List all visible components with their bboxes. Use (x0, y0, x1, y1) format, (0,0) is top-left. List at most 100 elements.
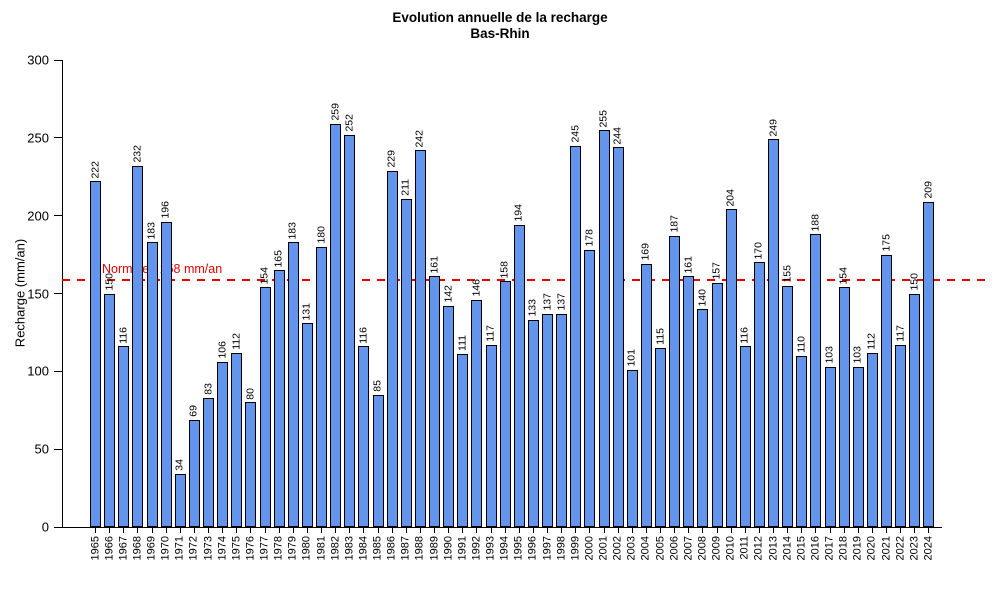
bar (217, 362, 229, 527)
bar-value-label: 116 (117, 326, 130, 344)
bar-column: 158 1994 (499, 60, 511, 560)
bar-column: 133 1996 (527, 60, 539, 560)
bar-value-label: 85 (371, 380, 384, 392)
x-tick (617, 527, 619, 533)
chart-title: Evolution annuelle de la recharge Bas-Rh… (0, 10, 1000, 42)
x-tick-label: 2002 (611, 536, 624, 561)
x-tick (575, 527, 577, 533)
bar (344, 134, 356, 527)
bar-column: 80 1976 (244, 60, 257, 560)
x-tick-label: 1970 (159, 536, 172, 561)
bar (273, 270, 285, 527)
bar (570, 145, 582, 527)
bar-value-label: 211 (399, 178, 412, 196)
x-tick (857, 527, 859, 533)
x-tick (462, 527, 464, 533)
bar (174, 474, 186, 527)
bar-value-label: 187 (668, 215, 681, 233)
bar-value-label: 252 (343, 114, 356, 132)
bar-column: 155 2014 (781, 60, 794, 560)
x-tick-label: 1977 (258, 536, 271, 561)
x-tick-label: 1993 (484, 536, 497, 561)
bar-column: 154 2018 (838, 60, 850, 560)
bar-column: 112 1975 (230, 60, 243, 560)
bar (683, 276, 695, 527)
bar-value-label: 34 (173, 459, 186, 472)
y-tick-label: 250 (27, 130, 49, 146)
bar (655, 347, 666, 527)
x-tick (476, 527, 478, 533)
bar-column: 188 2016 (809, 60, 822, 560)
bar-value-label: 188 (809, 213, 822, 232)
x-tick (603, 527, 605, 533)
bar-value-label: 194 (512, 204, 525, 223)
bar-column: 180 1981 (315, 60, 327, 560)
bar-value-label: 178 (583, 229, 596, 247)
x-tick-label: 1972 (187, 536, 200, 561)
x-tick (236, 527, 238, 533)
y-tick (54, 370, 62, 372)
x-tick-label: 1987 (399, 536, 412, 561)
bar-value-label: 175 (880, 234, 892, 252)
y-tick-label: 300 (27, 52, 49, 68)
bar-value-label: 245 (569, 125, 582, 143)
x-tick (349, 527, 351, 533)
y-axis-line (62, 60, 63, 527)
y-tick (54, 526, 62, 528)
x-tick (363, 527, 365, 533)
x-tick (292, 527, 294, 533)
bar-column: 204 2010 (725, 60, 737, 560)
bar (160, 221, 172, 527)
bar (443, 305, 455, 527)
bar (330, 123, 342, 527)
x-tick (829, 527, 831, 533)
bar-column: 183 1969 (146, 60, 158, 560)
bar-column: 244 2002 (612, 60, 624, 560)
bar (429, 276, 440, 527)
bar (118, 346, 130, 527)
bar-value-label: 255 (597, 109, 610, 128)
bar (838, 287, 850, 527)
y-tick (54, 137, 62, 139)
x-tick (589, 527, 591, 533)
x-tick-label: 1982 (329, 536, 342, 561)
bar-column: 137 1997 (541, 60, 553, 560)
bar (499, 281, 511, 527)
bar-value-label: 110 (795, 336, 808, 353)
bar-value-label: 259 (329, 103, 342, 121)
bar (881, 254, 892, 527)
x-tick (179, 527, 181, 533)
x-tick-label: 1974 (216, 536, 229, 561)
x-tick-label: 2013 (767, 536, 779, 561)
x-tick-label: 1966 (103, 536, 116, 561)
x-tick-label: 1975 (230, 536, 243, 561)
x-tick-label: 1995 (512, 536, 525, 561)
bar-value-label: 69 (187, 404, 200, 417)
y-tick-label: 0 (41, 519, 49, 535)
bar-value-label: 154 (258, 266, 271, 285)
bar-column: 252 1983 (343, 60, 356, 560)
bar (188, 419, 200, 527)
x-tick (193, 527, 195, 533)
x-tick (321, 527, 322, 533)
x-tick-label: 1984 (357, 536, 370, 561)
bar-column: 194 1995 (512, 60, 525, 560)
x-tick-label: 1999 (569, 536, 582, 561)
bar-column: 229 1986 (386, 60, 398, 560)
bar-column: 103 2017 (824, 60, 836, 560)
bar-column: 169 2004 (639, 60, 652, 560)
x-tick (377, 527, 379, 533)
bars-container: 222 1965 150 1966 116 1967 232 1968 183 1969 196 19… (89, 60, 935, 560)
bar (669, 235, 681, 527)
x-tick (518, 527, 520, 533)
bar-column: 170 2012 (753, 60, 765, 560)
x-tick (645, 527, 647, 533)
bar-value-label: 142 (442, 285, 455, 303)
bar (612, 147, 624, 527)
bar-value-label: 169 (639, 243, 652, 261)
bar-column: 115 2005 (654, 60, 666, 560)
x-tick-label: 1967 (117, 536, 130, 561)
bar (626, 369, 638, 527)
bar-value-label: 80 (244, 387, 257, 400)
chart-title-line1: Evolution annuelle de la recharge (392, 10, 608, 25)
